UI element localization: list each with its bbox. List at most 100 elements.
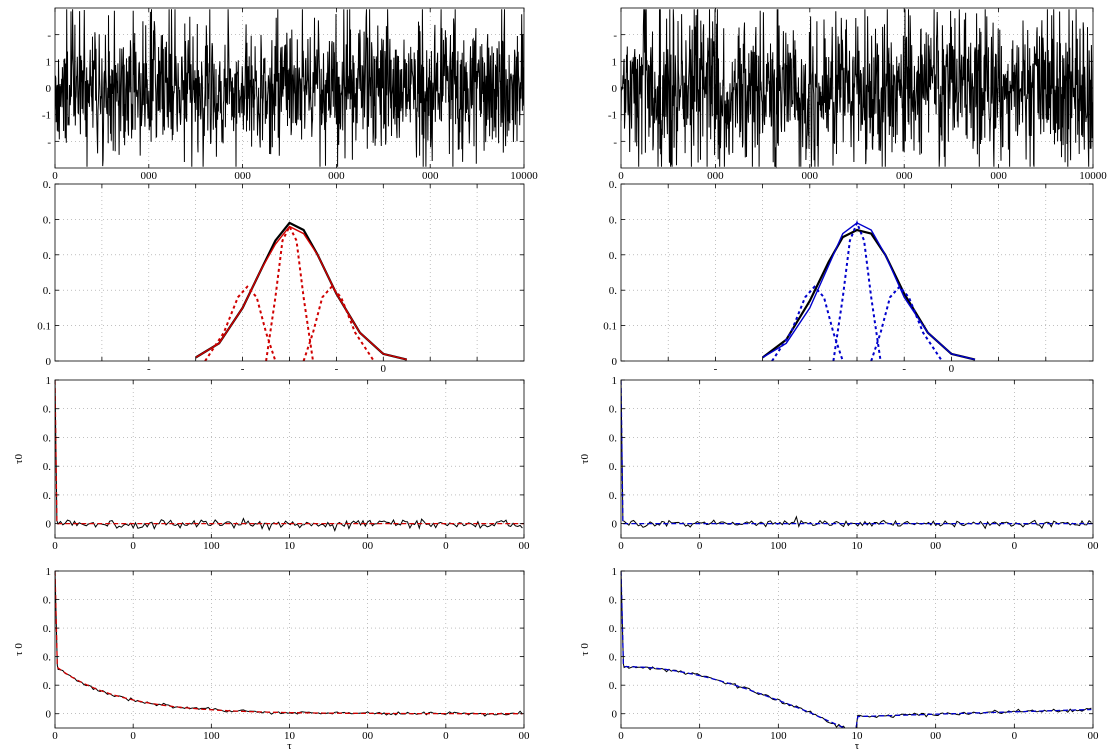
series-line-0 xyxy=(761,228,976,361)
y-tick-label: 0 xyxy=(612,356,618,368)
y-tick-label: 0. xyxy=(43,432,52,444)
x-tick-label: 0 xyxy=(618,730,624,742)
y-tick-label: 0. xyxy=(43,652,52,664)
y-tick-label: 0. xyxy=(609,214,618,226)
series-line-1 xyxy=(621,380,1093,525)
x-tick-label: 0 xyxy=(381,363,387,375)
series-line-0 xyxy=(621,380,1092,530)
x-tick-label: 000 xyxy=(422,170,439,182)
series-line-1 xyxy=(621,571,1092,728)
x-tick-label: 10 xyxy=(852,730,864,742)
y-tick-label: 0. xyxy=(43,461,52,473)
y-tick-label: 0.1 xyxy=(37,321,51,333)
x-tick-label: 0 xyxy=(618,170,624,182)
plot-area xyxy=(195,221,408,361)
y-tick-label: - xyxy=(613,136,617,148)
plot-area xyxy=(621,9,1093,168)
y-tick-label: 0. xyxy=(609,595,618,607)
x-tick-label: 000 xyxy=(896,170,913,182)
y-tick-label: 0 xyxy=(612,709,618,721)
x-axis-label: τ xyxy=(287,740,292,751)
x-tick-label: 0 xyxy=(130,540,136,552)
y-axis-label: τ0 xyxy=(13,454,25,464)
series-line-1 xyxy=(55,571,523,715)
y-tick-label: 0 xyxy=(612,83,618,95)
series-line-1 xyxy=(762,222,976,361)
series-line-2 xyxy=(771,285,844,361)
series-line-3 xyxy=(265,224,314,361)
y-tick-label: 0. xyxy=(609,179,618,191)
x-tick-label: 0 xyxy=(697,730,703,742)
x-tick-label: 0 xyxy=(52,170,58,182)
y-tick-label: 0 xyxy=(46,83,52,95)
y-tick-label: 0 xyxy=(612,519,618,531)
x-tick-label: 000 xyxy=(234,170,251,182)
y-tick-label: 0. xyxy=(43,595,52,607)
y-tick-label: - xyxy=(613,30,617,42)
plot-area xyxy=(55,380,524,533)
series-line-1 xyxy=(195,225,407,361)
x-tick-label: 000 xyxy=(707,170,724,182)
x-tick-label: 100 xyxy=(203,730,220,742)
x-tick-label: 00 xyxy=(519,540,531,552)
y-tick-label: - xyxy=(47,30,51,42)
series-line-4 xyxy=(302,285,375,361)
series-line-0 xyxy=(195,221,408,361)
x-tick-label: 10000 xyxy=(1079,170,1107,182)
axes-frame xyxy=(54,379,525,539)
plot-area xyxy=(761,220,976,361)
series-line-0 xyxy=(55,9,524,167)
y-tick-label: 0. xyxy=(43,404,52,416)
x-tick-label: 0 xyxy=(618,540,624,552)
x-tick-label: 10 xyxy=(284,730,296,742)
y-tick-label: 1 xyxy=(612,566,618,578)
series-line-3 xyxy=(832,220,882,361)
y-tick-label: 1 xyxy=(612,56,618,68)
x-tick-label: 00 xyxy=(362,540,374,552)
x-tick-label: 000 xyxy=(802,170,819,182)
y-tick-label: - xyxy=(47,136,51,148)
y-tick-label: 1 xyxy=(46,56,52,68)
acf2-right: 0 0 100 10 00 0 0000.0.0.0.1τ 0τ xyxy=(579,566,1099,751)
x-tick-label: - xyxy=(335,363,339,375)
x-tick-label: 0 xyxy=(52,730,58,742)
y-tick-label: 0 xyxy=(46,356,52,368)
y-tick-label: 1 xyxy=(612,375,618,387)
x-tick-label: - xyxy=(902,363,906,375)
x-tick-label: 0 xyxy=(52,540,58,552)
x-tick-label: - xyxy=(714,363,718,375)
y-axis-label: τ 0 xyxy=(13,643,25,656)
x-tick-label: 0 xyxy=(949,363,955,375)
plot-area xyxy=(621,380,1093,530)
plot-area xyxy=(55,9,524,167)
y-axis-label: τ0 xyxy=(579,454,591,464)
y-axis-label: τ 0 xyxy=(579,643,591,656)
ts-right: 0 000 000 000 000 10000--101- xyxy=(608,7,1107,182)
x-tick-label: 100 xyxy=(770,730,787,742)
y-tick-label: 0. xyxy=(43,250,52,262)
y-tick-label: 0. xyxy=(609,285,618,297)
series-line-1 xyxy=(55,380,524,525)
x-tick-label: 10000 xyxy=(510,170,538,182)
x-tick-label: 0 xyxy=(1012,540,1018,552)
y-tick-label: 0. xyxy=(43,179,52,191)
plot-area xyxy=(621,571,1092,728)
x-tick-label: 0 xyxy=(130,730,136,742)
acf-right: 0 0 100 10 00 0 0000.0.0.0.1τ0 xyxy=(579,375,1099,552)
y-tick-label: -1 xyxy=(608,110,617,122)
y-tick-label: 0. xyxy=(43,490,52,502)
series-line-0 xyxy=(621,571,1092,728)
y-tick-label: 0. xyxy=(43,285,52,297)
x-tick-label: 00 xyxy=(519,730,531,742)
series-line-4 xyxy=(870,285,943,361)
x-tick-label: 0 xyxy=(443,730,449,742)
series-line-2 xyxy=(204,285,277,361)
pdf-left: - - - 0 0 0.1 0. 0. 0. 0. xyxy=(37,179,525,375)
series-line-0 xyxy=(55,571,523,717)
x-tick-label: 100 xyxy=(203,540,220,552)
y-tick-label: 1 xyxy=(46,566,52,578)
pdf-right: - - - 0 0 0.1 0. 0. 0. 0. xyxy=(603,179,1094,375)
y-tick-label: 1 xyxy=(46,375,52,387)
x-tick-label: 00 xyxy=(1088,540,1100,552)
x-tick-label: 0 xyxy=(443,540,449,552)
